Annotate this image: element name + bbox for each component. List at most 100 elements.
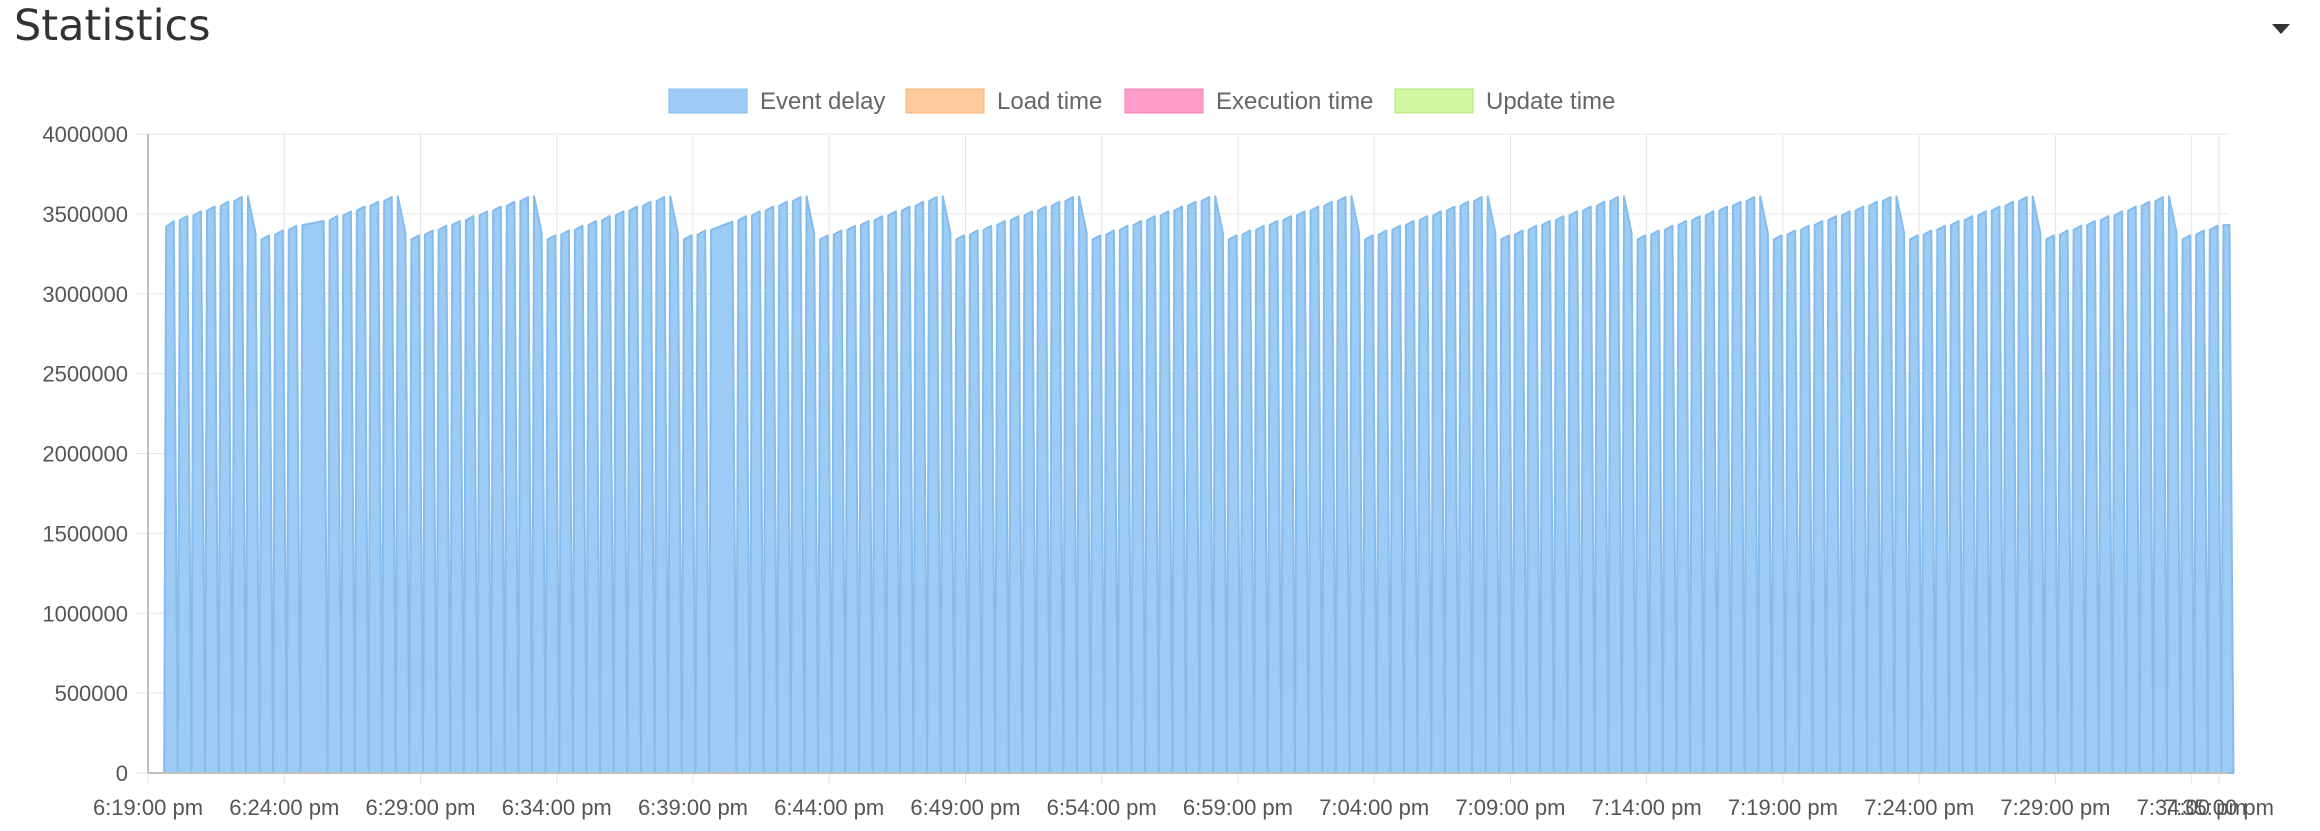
- event-delay-spike: [2138, 200, 2155, 774]
- event-delay-spike: [1525, 224, 1542, 774]
- event-delay-spike: [1484, 195, 1501, 774]
- event-delay-spike: [2097, 215, 2114, 774]
- y-tick-label: 500000: [55, 681, 128, 706]
- event-delay-spike: [1757, 195, 1773, 774]
- event-delay-spike: [1716, 205, 1732, 774]
- y-tick-label: 1000000: [42, 601, 128, 626]
- event-delay-spike: [1893, 195, 1910, 774]
- event-delay-spike: [1443, 205, 1460, 774]
- legend-label: Event delay: [760, 88, 885, 115]
- event-delay-spike: [980, 224, 997, 774]
- event-delay-spike: [2111, 210, 2128, 774]
- event-delay-spike: [435, 224, 452, 774]
- y-tick-label: 4000000: [42, 122, 128, 147]
- event-delay-spike: [204, 205, 220, 774]
- event-delay-spike: [844, 224, 861, 774]
- event-delay-spike: [653, 196, 670, 774]
- event-delay-spike: [1144, 215, 1160, 774]
- event-delay-spike: [2070, 224, 2087, 774]
- legend-swatch: [905, 88, 985, 114]
- event-delay-spike: [1239, 229, 1256, 774]
- x-tick-label: 6:44:00 pm: [774, 795, 884, 820]
- legend-item-update-time[interactable]: Update time: [1394, 88, 1615, 115]
- event-delay-spike: [885, 210, 901, 774]
- event-delay-spike: [1689, 215, 1705, 774]
- event-delay-spike: [1048, 200, 1065, 774]
- x-tick-label: 7:09:00 pm: [1455, 795, 1565, 820]
- y-tick-label: 3500000: [42, 202, 128, 227]
- event-delay-spike: [1307, 205, 1324, 774]
- event-delay-spike: [1457, 200, 1474, 774]
- y-tick-label: 2500000: [42, 362, 128, 387]
- event-delay-spike: [667, 195, 683, 774]
- event-delay-spike: [926, 196, 942, 774]
- event-delay-spike: [490, 205, 506, 774]
- event-delay-spike: [1702, 210, 1719, 774]
- event-delay-spike: [1661, 224, 1678, 774]
- event-delay-spike: [640, 200, 656, 774]
- event-delay-spike: [1975, 210, 1991, 774]
- x-tick-label: 7:04:00 pm: [1319, 795, 1429, 820]
- event-delay-spike: [1838, 210, 1855, 774]
- legend-item-execution-time[interactable]: Execution time: [1124, 88, 1373, 115]
- event-delay-spike: [1852, 205, 1869, 774]
- event-delay-spike: [1103, 229, 1119, 774]
- event-delay-spike: [1035, 205, 1051, 774]
- event-delay-spike: [2056, 229, 2073, 774]
- x-tick-label: 7:24:00 pm: [1864, 795, 1974, 820]
- event-delay-spike: [1607, 196, 1623, 774]
- event-delay-spike: [1375, 229, 1392, 774]
- event-delay-spike: [571, 224, 588, 774]
- event-delay-spike: [626, 205, 643, 774]
- y-tick-label: 3000000: [42, 282, 128, 307]
- event-delay-spike: [1729, 200, 1746, 774]
- x-tick-label: 6:39:00 pm: [638, 795, 748, 820]
- x-tick-label: 6:34:00 pm: [502, 795, 612, 820]
- event-delay-spike: [326, 215, 343, 774]
- statistics-chart: Event delay Load time Execution time Update…: [42, 88, 2274, 820]
- event-delay-spike: [1580, 205, 1596, 774]
- event-delay-spike: [244, 195, 261, 774]
- event-delay-spike: [994, 219, 1010, 774]
- event-delay-spike: [1212, 195, 1228, 774]
- x-tick-label: 7:19:00 pm: [1728, 795, 1838, 820]
- event-delay-spike: [1253, 224, 1269, 774]
- event-delay-spike: [1511, 229, 1528, 774]
- event-delay-spike: [367, 200, 384, 774]
- event-delay-spike: [2029, 195, 2046, 774]
- event-delay-spike: [912, 200, 929, 774]
- event-delay-spike: [1266, 219, 1283, 774]
- legend-item-load-time[interactable]: Load time: [905, 88, 1102, 115]
- legend-item-event-delay[interactable]: Event delay: [668, 88, 885, 115]
- event-delay-spike: [217, 200, 234, 774]
- event-delay-spike: [1798, 224, 1814, 774]
- event-delay-spike: [735, 215, 752, 774]
- event-delay-spike: [871, 215, 888, 774]
- event-delay-spike: [1593, 200, 1610, 774]
- event-delay-spike: [2016, 196, 2032, 774]
- event-delay-spike: [898, 205, 915, 774]
- event-delay-spike: [231, 196, 247, 774]
- event-delay-spike: [462, 215, 479, 774]
- x-tick-label: 6:54:00 pm: [1047, 795, 1157, 820]
- event-delay-spike: [517, 196, 534, 774]
- event-delay-spike: [585, 219, 602, 774]
- caret-down-icon[interactable]: [2266, 14, 2296, 44]
- x-tick-label: 6:29:00 pm: [365, 795, 475, 820]
- event-delay-spike: [2125, 205, 2141, 774]
- event-delay-spike: [762, 205, 779, 774]
- event-delay-spike: [1157, 210, 1174, 774]
- legend-label: Execution time: [1216, 88, 1373, 115]
- event-delay-spike: [558, 229, 574, 774]
- event-delay-spike: [1076, 195, 1092, 774]
- event-delay-spike: [967, 229, 983, 774]
- legend-swatch: [668, 88, 748, 114]
- event-delay-spike: [2002, 200, 2019, 774]
- event-delay-spike: [353, 205, 370, 774]
- legend-label: Update time: [1486, 88, 1615, 115]
- event-delay-spike: [708, 220, 738, 774]
- y-tick-label: 1500000: [42, 521, 128, 546]
- event-delay-spike: [1130, 219, 1147, 774]
- event-delay-spike: [694, 229, 711, 774]
- x-tick-label: 7:34:00 pm: [2137, 795, 2247, 820]
